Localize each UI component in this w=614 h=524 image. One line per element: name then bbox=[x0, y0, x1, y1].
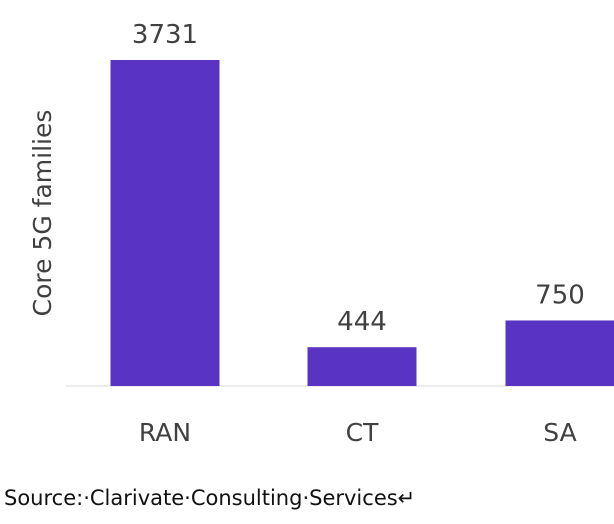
data-label-ran: 3731 bbox=[132, 20, 198, 50]
bar-chart: Core 5G families 3731 RAN 444 CT 750 SA bbox=[28, 20, 614, 447]
x-tick-label-ct: CT bbox=[346, 418, 379, 447]
y-axis-label: Core 5G families bbox=[28, 110, 57, 317]
data-label-ct: 444 bbox=[337, 307, 387, 337]
bars-group: 3731 RAN 444 CT 750 SA bbox=[110, 20, 614, 447]
bar-ct bbox=[307, 347, 417, 386]
x-tick-label-ran: RAN bbox=[139, 418, 191, 447]
data-label-sa: 750 bbox=[535, 280, 585, 310]
source-note: Source:·Clarivate·Consulting·Services↵ bbox=[4, 486, 416, 510]
x-tick-label-sa: SA bbox=[543, 418, 576, 447]
bar-ran bbox=[110, 60, 220, 386]
bar-sa bbox=[505, 320, 614, 386]
